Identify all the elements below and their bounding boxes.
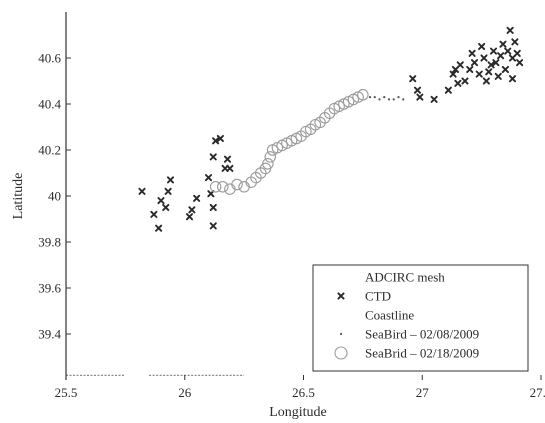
ctd-point (497, 52, 505, 60)
ctd-point (157, 197, 165, 205)
ctd-point (216, 134, 224, 143)
ctd-point (223, 155, 232, 163)
ctd-point (461, 77, 469, 85)
ctd-point (188, 206, 196, 214)
ctd-point (204, 174, 213, 182)
seabird-0218-point (357, 89, 369, 101)
x-axis-label: Longitude (269, 405, 327, 420)
ctd-point (492, 59, 500, 67)
seabird-0218-point (238, 181, 250, 193)
legend-entry-label: SeaBrid – 02/18/2009 (365, 346, 479, 361)
ctd-point (413, 86, 422, 94)
legend-entry-label: ADCIRC mesh (365, 270, 445, 285)
y-axis-label: Latitude (11, 173, 26, 220)
x-tick-label: 27 (416, 385, 430, 400)
y-tick-label: 40 (48, 189, 61, 204)
legend-box (312, 264, 529, 372)
seabird-0218-point (231, 178, 243, 191)
ctd-point (416, 93, 424, 101)
ctd-point (468, 49, 476, 57)
y-tick-label: 39.6 (38, 281, 61, 296)
ctd-point (485, 68, 493, 76)
ctd-point (475, 70, 483, 78)
ctd-point (508, 75, 517, 83)
ctd-point (506, 26, 514, 34)
ctd-point (226, 164, 234, 172)
x-tick-label: 26.5 (292, 385, 315, 400)
y-tick-label: 39.8 (38, 235, 61, 250)
seabird-0208-point (383, 96, 386, 99)
ctd-point (337, 292, 345, 300)
ctd-point (482, 77, 490, 85)
seabird-0208-point (402, 98, 405, 101)
ctd-point (487, 61, 495, 69)
ctd-point (185, 213, 194, 221)
x-tick-label: 26 (178, 385, 192, 400)
ctd-point (193, 194, 201, 202)
seabird-0208-point (373, 96, 376, 99)
seabird-0208-point (387, 98, 391, 101)
ctd-point (164, 187, 172, 195)
seabird-0208-point (339, 332, 343, 336)
seabird-0218-point (224, 183, 236, 195)
ctd-point (513, 49, 521, 57)
x-tick-label: 27.5 (530, 385, 545, 400)
seabird-0208-point (368, 96, 372, 99)
ctd-point (409, 75, 417, 83)
ctd-point (150, 210, 158, 218)
seabird-0218-point (209, 181, 222, 193)
ctd-point (454, 79, 462, 87)
legend-entry-label: Coastline (365, 308, 414, 323)
ctd-point (449, 70, 457, 78)
legend-entry-label: SeaBird – 02/08/2009 (365, 327, 479, 342)
x-tick-label: 25.5 (55, 385, 78, 400)
ctd-point (444, 86, 452, 94)
seabird-0218-point (264, 151, 276, 163)
ctd-point (499, 40, 507, 48)
ctd-point (489, 47, 498, 55)
seabird-0218-point (334, 346, 348, 360)
ctd-point (209, 203, 217, 212)
y-tick-label: 40.2 (38, 143, 61, 158)
axes: 25.5 26 26.5 27 27.5 39.4 39.6 39.8 40 40.2 40.4 40… (38, 12, 545, 400)
seabird-0218-point (217, 181, 229, 193)
ctd-point (162, 203, 170, 212)
plot-area (66, 26, 524, 376)
ctd-point (480, 54, 488, 62)
ctd-point (511, 38, 519, 46)
ctd-point (209, 153, 217, 161)
ctd-point (430, 95, 438, 103)
ctd-point (494, 72, 502, 80)
ctd-point (207, 190, 215, 198)
ctd-point (470, 59, 479, 67)
ctd-point (516, 59, 524, 67)
y-tick-label: 39.4 (38, 327, 61, 342)
ctd-point (456, 61, 464, 69)
ctd-point (209, 222, 217, 230)
ctd-point (138, 187, 146, 195)
y-tick-label: 40.6 (38, 51, 61, 66)
legend: ADCIRC mesh CTD Coastline SeaBird – 02/08/2… (312, 264, 529, 372)
seabird-0218-point (262, 158, 274, 170)
ctd-point (155, 224, 163, 232)
ctd-point (504, 47, 512, 55)
seabird-0208-point (392, 98, 395, 101)
legend-entry-label: CTD (365, 289, 391, 304)
ctd-point (212, 137, 220, 145)
ctd-point (166, 176, 175, 184)
ctd-point (466, 65, 474, 74)
seabird-0208-point (378, 98, 381, 101)
y-tick-label: 40.4 (38, 97, 61, 112)
ctd-point (478, 42, 486, 51)
ctd-point (501, 65, 509, 74)
seabird-0208-point (397, 96, 400, 99)
